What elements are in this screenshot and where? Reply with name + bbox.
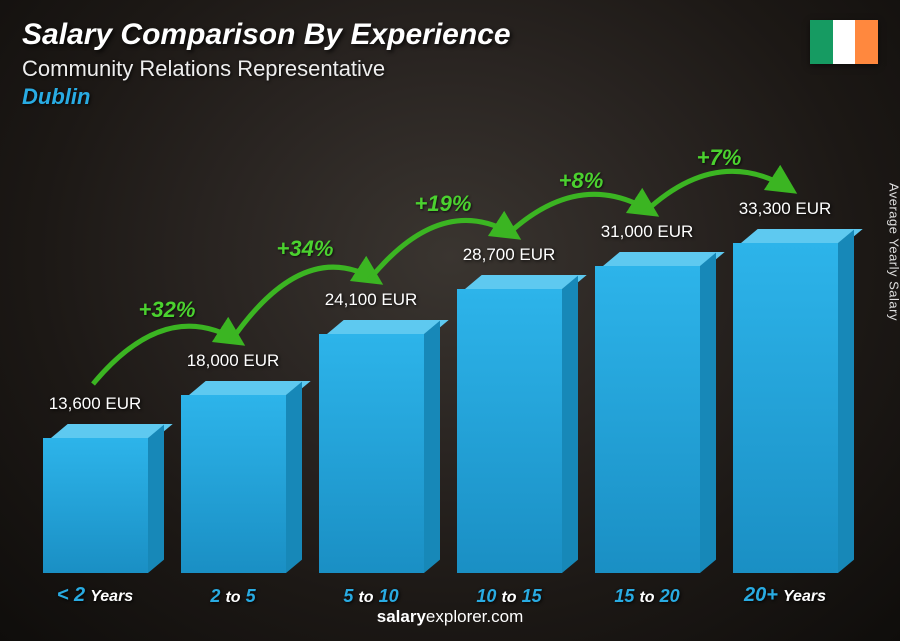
bar-front-face [595,266,700,573]
category-label: < 2 Years [57,584,133,607]
bar [595,252,700,573]
chart-title: Salary Comparison By Experience [22,18,878,52]
bar-side-face [148,425,164,573]
footer-rest: explorer.com [426,607,523,626]
bar-front-face [733,243,838,573]
bar-side-face [838,230,854,573]
category-label: 2 to 5 [210,586,255,607]
value-label: 13,600 EUR [49,394,142,414]
bar-front-face [181,395,286,573]
bar [319,320,424,573]
category-label: 5 to 10 [343,586,398,607]
bar-side-face [562,276,578,573]
footer-brand: salaryexplorer.com [0,607,900,627]
bar-group-3: 28,700 EUR10 to 15 [454,245,564,573]
chart-subtitle: Community Relations Representative [22,56,878,82]
bar-side-face [286,382,302,573]
salary-chart-container: Salary Comparison By Experience Communit… [0,0,900,641]
bar-group-5: 33,300 EUR20+ Years [730,199,840,573]
value-label: 31,000 EUR [601,222,694,242]
bar [457,275,562,573]
value-label: 24,100 EUR [325,290,418,310]
bar-front-face [457,289,562,573]
bars-area: 13,600 EUR< 2 Years 18,000 EUR2 to 5 24,10… [40,133,840,573]
flag-stripe-green [810,20,833,64]
bar-front-face [43,438,148,573]
category-label: 20+ Years [744,584,826,607]
bar [181,381,286,573]
bar [43,424,148,573]
y-axis-label: Average Yearly Salary [887,182,900,320]
value-label: 18,000 EUR [187,351,280,371]
bar-group-1: 18,000 EUR2 to 5 [178,351,288,573]
bar-side-face [424,321,440,573]
bar [733,229,838,573]
footer-bold: salary [377,607,426,626]
bar-group-4: 31,000 EUR15 to 20 [592,222,702,573]
bar-group-0: 13,600 EUR< 2 Years [40,394,150,573]
chart-location: Dublin [22,84,878,110]
value-label: 28,700 EUR [463,245,556,265]
ireland-flag-icon [810,20,878,64]
bar-front-face [319,334,424,573]
flag-stripe-white [833,20,856,64]
category-label: 15 to 20 [614,586,679,607]
value-label: 33,300 EUR [739,199,832,219]
bar-group-2: 24,100 EUR5 to 10 [316,290,426,573]
header: Salary Comparison By Experience Communit… [22,18,878,110]
category-label: 10 to 15 [476,586,541,607]
bar-side-face [700,253,716,573]
flag-stripe-orange [855,20,878,64]
